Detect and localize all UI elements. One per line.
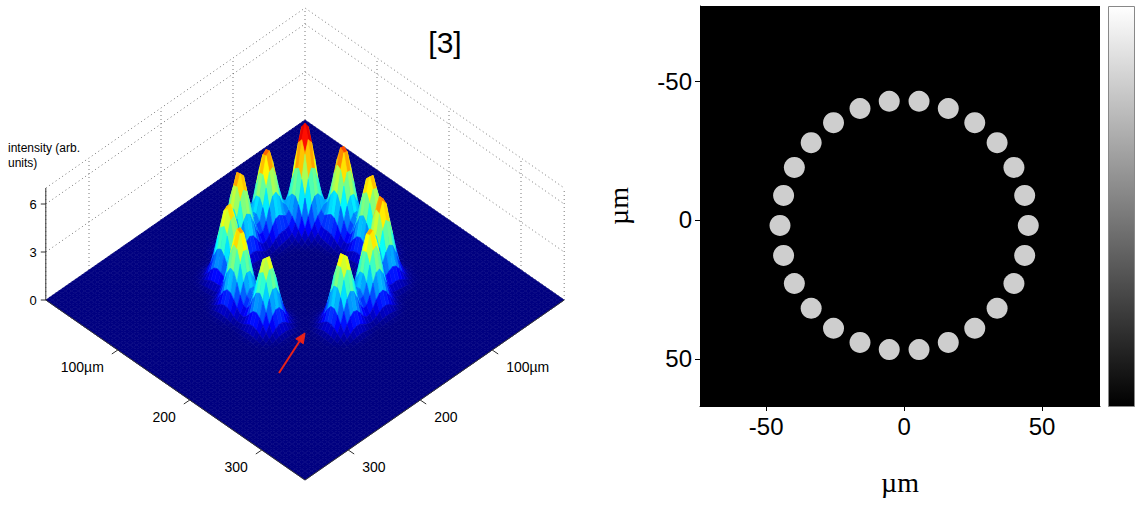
svg-text:0: 0 xyxy=(30,293,37,308)
svg-text:50: 50 xyxy=(1029,413,1056,440)
svg-text:µm: µm xyxy=(603,187,634,225)
svg-text:300: 300 xyxy=(362,459,386,475)
svg-text:100µm: 100µm xyxy=(61,359,104,375)
svg-text:units): units) xyxy=(8,156,37,170)
svg-text:200: 200 xyxy=(152,409,176,425)
svg-text:3: 3 xyxy=(30,245,37,260)
svg-text:200: 200 xyxy=(434,409,458,425)
svg-text:100µm: 100µm xyxy=(506,359,549,375)
svg-text:0: 0 xyxy=(897,413,910,440)
svg-text:[3]: [3] xyxy=(428,26,461,59)
svg-text:300: 300 xyxy=(224,459,248,475)
svg-text:6: 6 xyxy=(30,197,37,212)
svg-text:-50: -50 xyxy=(657,68,692,95)
svg-text:-50: -50 xyxy=(749,413,784,440)
svg-text:0: 0 xyxy=(679,206,692,233)
svg-text:50: 50 xyxy=(665,345,692,372)
svg-text:intensity (arb.: intensity (arb. xyxy=(8,141,83,155)
svg-text:µm: µm xyxy=(881,467,919,498)
